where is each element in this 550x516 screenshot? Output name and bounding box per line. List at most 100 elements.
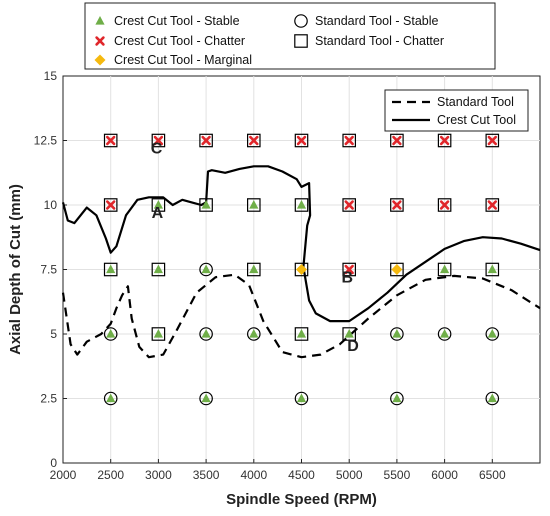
line-legend-label: Crest Cut Tool — [437, 113, 516, 127]
legend-marker-square — [294, 34, 308, 48]
annotation-label-a: A — [152, 205, 164, 222]
crest-cut-tool-stable-point — [153, 264, 163, 274]
crest-cut-tool-chatter-point — [106, 200, 116, 210]
crest-cut-tool-stable-point — [487, 329, 497, 338]
standard-tool-stable-point — [199, 391, 213, 406]
crest-cut-tool-chatter-point — [296, 135, 307, 146]
crest-cut-tool-chatter-point — [487, 200, 498, 210]
x-tick-label: 6000 — [431, 468, 458, 482]
x-tick-label: 2500 — [97, 468, 124, 482]
crest-cut-tool-stable-point — [201, 200, 211, 209]
crest-cut-tool-stable-point — [296, 200, 307, 209]
standard-tool-chatter-point — [437, 198, 452, 212]
legend-entry-label: Crest Cut Tool - Chatter — [114, 34, 245, 48]
x-ticks: 2000 2500 3000 3500 4000 4500 5000 5500 6000 6500 — [50, 459, 506, 482]
crest-cut-tool-chatter-point — [344, 200, 354, 210]
line-legend-label: Standard Tool — [437, 95, 514, 109]
crest-cut-tool-stable-point — [487, 264, 497, 274]
legend-marker-cross — [95, 36, 105, 46]
y-ticks: 0 2.5 5 7.5 10 12.5 15 — [34, 69, 67, 470]
annotation-label-d: D — [347, 338, 359, 355]
legend-entry-label: Crest Cut Tool - Stable — [114, 14, 240, 28]
y-tick-label: 15 — [44, 69, 58, 83]
crest-cut-tool-stable-point — [440, 329, 450, 338]
standard-tool-stable-point — [247, 327, 261, 341]
standard-tool-stable-point — [199, 327, 213, 341]
standard-tool-chatter-point — [390, 198, 404, 212]
crest-cut-tool-chatter-point — [439, 135, 450, 146]
legend-marker-circle — [294, 14, 308, 28]
legend-entry-label: Standard Tool - Chatter — [315, 34, 444, 48]
standard-tool-chatter-point — [247, 133, 261, 148]
crest-cut-tool-boundary-line — [61, 165, 541, 323]
standard-tool-stable-point — [294, 391, 309, 406]
legend-entry-label: Crest Cut Tool - Marginal — [114, 53, 252, 67]
annotation-label-b: B — [342, 269, 354, 286]
crest-cut-tool-stable-point — [392, 393, 402, 403]
standard-tool-chatter-point — [151, 133, 166, 148]
standard-tool-chatter-point — [294, 262, 309, 277]
standard-tool-chatter-point — [247, 198, 261, 212]
standard-tool-chatter-point — [199, 133, 213, 148]
standard-tool-chatter-point — [103, 262, 118, 277]
crest-cut-tool-chatter-point — [439, 200, 450, 210]
x-tick-label: 4500 — [288, 468, 315, 482]
x-tick-label: 6500 — [479, 468, 506, 482]
standard-tool-stable-point — [390, 391, 404, 406]
top-legend-box — [84, 2, 496, 70]
legend-entry-label: Standard Tool - Stable — [315, 14, 439, 28]
crest-cut-tool-stable-point — [201, 264, 211, 274]
line-legend-box — [384, 89, 529, 132]
crest-cut-tool-chatter-point — [344, 264, 354, 275]
x-tick-label: 2000 — [50, 468, 77, 482]
standard-tool-chatter-point — [294, 133, 309, 148]
standard-tool-chatter-point — [485, 198, 500, 212]
y-tick-label: 5 — [50, 327, 57, 341]
legend-marker-triangle — [95, 16, 105, 25]
crest-cut-tool-stable-point — [344, 329, 354, 338]
standard-tool-boundary-line — [61, 273, 541, 359]
standard-tool-chatter-point — [342, 133, 356, 148]
x-tick-label: 3500 — [193, 468, 220, 482]
crest-cut-tool-stable-point — [440, 264, 450, 274]
crest-cut-tool-stable-point — [249, 200, 259, 209]
annotations: A B C D — [151, 140, 359, 354]
crest-cut-tool-chatter-point — [487, 135, 498, 146]
crest-cut-tool-stable-point — [201, 329, 211, 338]
crest-cut-tool-stable-point — [153, 200, 163, 209]
crest-cut-tool-stable-point — [106, 393, 116, 403]
standard-tool-stable-point — [199, 262, 213, 277]
crest-cut-tool-chatter-point — [392, 200, 402, 210]
y-tick-label: 10 — [44, 198, 58, 212]
crest-cut-tool-stable-point — [249, 264, 259, 274]
standard-tool-chatter-point — [151, 262, 166, 277]
x-tick-label: 5500 — [384, 468, 411, 482]
crest-cut-tool-chatter-point — [344, 135, 354, 146]
standard-tool-chatter-point — [390, 262, 404, 277]
legend-marker-diamond — [94, 54, 106, 66]
standard-tool-stable-point — [437, 327, 452, 341]
crest-cut-tool-stable-point — [296, 329, 307, 338]
crest-cut-tool-stable-point — [392, 329, 402, 338]
standard-tool-chatter-point — [103, 133, 118, 148]
y-axis-title: Axial Depth of Cut (mm) — [7, 184, 24, 355]
crest-cut-tool-chatter-point — [153, 135, 164, 146]
crest-cut-tool-stable-point — [106, 329, 116, 338]
standard-tool-chatter-point — [342, 198, 356, 212]
standard-tool-chatter-point — [485, 262, 500, 277]
x-axis-title: Spindle Speed (RPM) — [226, 491, 377, 508]
standard-tool-chatter-point — [199, 198, 213, 212]
y-tick-label: 2.5 — [40, 392, 57, 406]
crest-cut-tool-marginal-point — [296, 264, 307, 275]
standard-tool-stable-point — [485, 391, 500, 406]
standard-tool-chatter-point — [485, 133, 500, 148]
x-tick-label: 5000 — [336, 468, 363, 482]
standard-tool-chatter-point — [437, 262, 452, 277]
standard-tool-stable-point — [103, 327, 118, 341]
standard-tool-chatter-point — [151, 198, 166, 212]
standard-tool-stable-point — [390, 327, 404, 341]
crest-cut-tool-stable-point — [249, 329, 259, 338]
crest-cut-tool-stable-point — [296, 393, 307, 403]
y-tick-label: 0 — [50, 456, 57, 470]
